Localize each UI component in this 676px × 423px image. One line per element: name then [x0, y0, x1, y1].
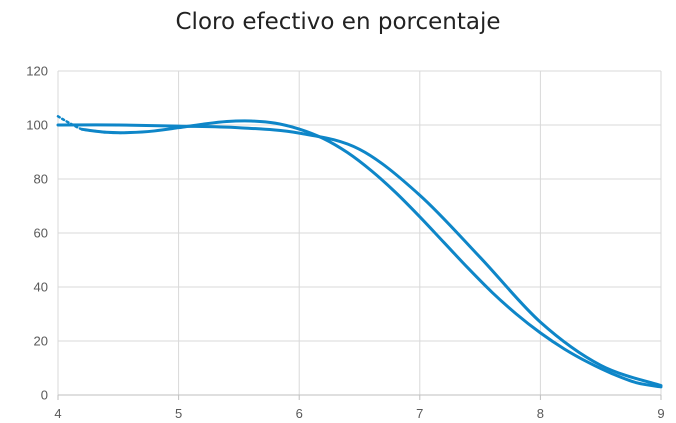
y-tick-label: 80	[34, 172, 48, 187]
x-tick-label: 7	[416, 406, 423, 421]
series-layer	[56, 115, 663, 389]
chart-title: Cloro efectivo en porcentaje	[175, 9, 501, 35]
series-line-trend	[80, 119, 663, 389]
x-tick-label: 6	[296, 406, 303, 421]
x-tick-label: 5	[175, 406, 182, 421]
y-tick-label: 60	[34, 226, 48, 241]
x-tick-label: 4	[54, 406, 61, 421]
y-tick-label: 20	[34, 334, 48, 349]
y-tick-label: 100	[26, 118, 48, 133]
y-tick-label: 40	[34, 280, 48, 295]
y-tick-label: 0	[41, 388, 48, 403]
x-tick-label: 8	[537, 406, 544, 421]
x-tick-label: 9	[657, 406, 664, 421]
series-line-data	[56, 123, 663, 388]
axes: 0 20 40 60 80 100 120 4 5 6 7 8 9	[26, 64, 664, 422]
y-tick-label: 120	[26, 64, 48, 79]
